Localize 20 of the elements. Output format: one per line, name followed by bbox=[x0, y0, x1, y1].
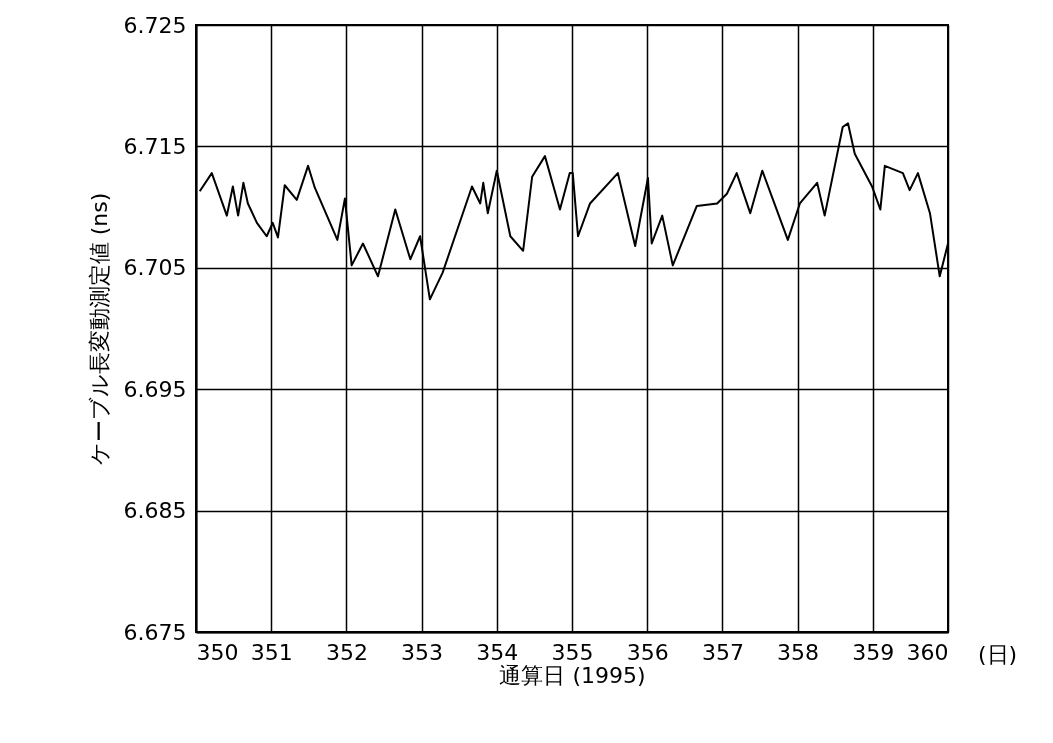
x-tick-label: 350 bbox=[196, 639, 239, 665]
x-tick-label: 353 bbox=[401, 639, 444, 665]
x-tick-label: 351 bbox=[250, 639, 293, 665]
x-tick-label: 352 bbox=[325, 639, 368, 665]
y-tick-label: 6.725 bbox=[123, 12, 187, 38]
x-tick-label: 357 bbox=[701, 639, 744, 665]
y-tick-label: 6.675 bbox=[123, 619, 187, 645]
x-tick-label: 356 bbox=[626, 639, 669, 665]
y-tick-label: 6.715 bbox=[123, 133, 187, 159]
y-axis-title: ケーブル長変動測定値 (ns) bbox=[86, 192, 112, 466]
x-tick-label: 358 bbox=[777, 639, 820, 665]
y-tick-label: 6.695 bbox=[123, 376, 187, 402]
x-tick-label: 354 bbox=[476, 639, 519, 665]
x-axis-title: 通算日 (1995) bbox=[499, 662, 646, 688]
y-tick-label: 6.705 bbox=[123, 255, 187, 281]
x-tick-label: 359 bbox=[852, 639, 895, 665]
y-tick-label: 6.685 bbox=[123, 498, 187, 524]
x-tick-label: 360 bbox=[906, 639, 949, 665]
x-tick-label: 355 bbox=[551, 639, 594, 665]
text: (日) bbox=[978, 642, 1018, 667]
